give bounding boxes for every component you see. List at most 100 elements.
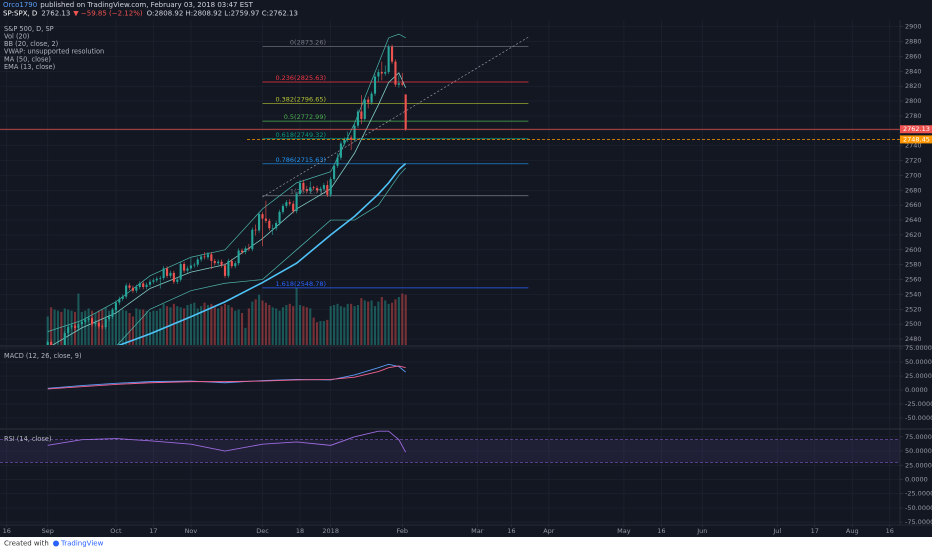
candle-body — [343, 139, 346, 144]
candle-body — [322, 185, 325, 189]
indicator-legend: Vol (20) — [4, 33, 30, 41]
published: published on TradingView.com, February 0… — [40, 1, 253, 9]
volume-bar — [46, 316, 49, 345]
y-tick-label: 2800 — [905, 97, 922, 105]
volume-bar — [312, 317, 315, 345]
candle-body — [305, 189, 308, 192]
candle-body — [125, 285, 128, 297]
candle-body — [373, 76, 377, 94]
volume-bar — [271, 307, 274, 345]
x-tick-label: 17 — [149, 527, 157, 535]
volume-bar — [183, 308, 186, 345]
volume-bar — [397, 297, 400, 345]
candle-body — [77, 324, 80, 328]
candle-body — [339, 143, 342, 158]
candle-body — [118, 298, 121, 303]
candle-body — [384, 72, 387, 74]
grid — [0, 20, 900, 525]
candle-body — [288, 202, 291, 204]
x-tick-label: Nov — [185, 527, 198, 535]
x-tick-label: 17 — [811, 527, 819, 535]
y-tick-label: 2660 — [905, 201, 922, 209]
volume-bar — [125, 310, 128, 345]
plot: 0(2873.26) 0.236(2825.63) 0.382(2796.65) 0.… — [0, 33, 900, 463]
x-tick-label: 16 — [657, 527, 665, 535]
candle-body — [186, 268, 189, 271]
y-tick-label: 2520 — [905, 305, 922, 313]
footer-bar — [0, 537, 932, 550]
indicator-line — [117, 162, 407, 345]
x-tick-label: Dec — [256, 527, 269, 535]
volume-bar — [63, 308, 66, 345]
volume-bar — [387, 303, 390, 345]
candle-body — [101, 326, 104, 328]
candle-body — [213, 260, 216, 264]
candle-body — [346, 137, 349, 140]
candle-body — [162, 268, 165, 279]
volume-bar — [179, 307, 182, 345]
y-tick-label: 2540 — [905, 290, 922, 298]
candle-body — [138, 283, 141, 287]
volume-bar — [285, 305, 288, 345]
indicator-legend: VWAP: unsupported resolution — [4, 48, 104, 56]
volume-bar — [148, 311, 152, 345]
x-tick-label: 16 — [3, 527, 11, 535]
candle-body — [350, 137, 353, 140]
volume-bar — [234, 310, 237, 345]
y-tick-label: 25.0000 — [905, 461, 932, 469]
volume-bar — [319, 321, 322, 345]
volume-bar — [111, 308, 114, 345]
author[interactable]: Orco1790 — [3, 1, 37, 9]
brand[interactable]: TradingView — [60, 540, 104, 548]
volume-bar — [53, 309, 56, 345]
candle-body — [401, 83, 404, 85]
candle-body — [230, 260, 233, 267]
y-tick-label: 2740 — [905, 142, 922, 150]
candle-body — [275, 223, 278, 229]
volume-bar — [200, 306, 203, 345]
volume-bar — [390, 302, 394, 345]
candle-body — [397, 83, 400, 85]
created-with: Created with — [4, 540, 49, 548]
candle-body — [169, 272, 172, 276]
candle-body — [131, 287, 135, 291]
volume-bar — [223, 303, 227, 345]
volume-bar — [360, 298, 363, 345]
candle-body — [210, 254, 213, 261]
volume-bar — [210, 303, 213, 345]
y-tick-label: 2900 — [905, 23, 922, 31]
indicator-line — [47, 430, 407, 453]
candle-body — [217, 261, 220, 264]
volume-bar — [50, 307, 53, 345]
candle-body — [176, 279, 179, 282]
candle-body — [329, 179, 332, 195]
last-price: 2762.13 — [41, 10, 70, 18]
y-tick-label: 2720 — [905, 157, 922, 165]
fib-label: 1(2672.71) — [290, 188, 326, 196]
volume-bar — [326, 319, 329, 345]
candle-body — [244, 248, 247, 253]
x-tick-label: Mar — [471, 527, 484, 535]
candle-body — [108, 316, 111, 319]
volume-bar — [292, 306, 295, 345]
x-tick-label: Oct — [110, 527, 122, 535]
volume-bar — [213, 307, 216, 345]
candle-body — [264, 218, 267, 221]
y-tick-label: 2820 — [905, 82, 922, 90]
x-tick-label: Jun — [696, 527, 707, 535]
indicator-legend: MA (50, close) — [4, 55, 51, 63]
volume-bar — [346, 303, 349, 345]
volume-bar — [373, 306, 377, 345]
candle-body — [360, 111, 363, 119]
x-tick-label: May — [617, 527, 631, 535]
volume-bar — [77, 293, 80, 345]
candle-body — [370, 93, 373, 103]
candle-body — [380, 72, 383, 74]
candle-body — [377, 72, 380, 77]
candle-body — [200, 256, 203, 260]
candle-body — [80, 321, 83, 325]
volume-bar — [162, 303, 165, 345]
indicator-legend: EMA (13, close) — [4, 63, 55, 71]
candle-body — [295, 194, 298, 212]
volume-bar — [227, 305, 230, 345]
